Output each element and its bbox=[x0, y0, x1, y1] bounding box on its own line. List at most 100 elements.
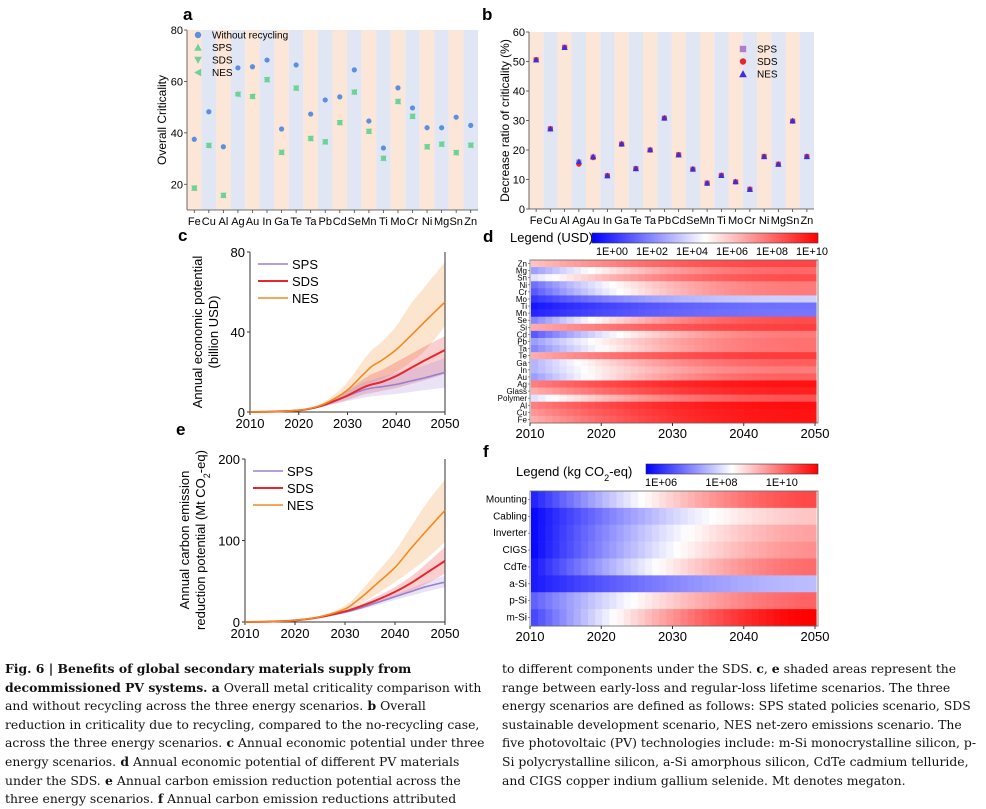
heatmap-cell bbox=[616, 394, 625, 403]
heatmap-cell bbox=[566, 609, 575, 627]
heatmap-cell bbox=[602, 288, 610, 296]
panel-a-criticality-chart: aFe Cu Al Ag Au In Ga Te Ta Pb Cd Se Mn Ti Mo Cr Ni Mg Sn Z… bbox=[155, 5, 478, 228]
heatmap-cell bbox=[595, 524, 603, 542]
x-tick-label: Ni bbox=[759, 215, 769, 227]
heatmap-cell bbox=[730, 337, 739, 346]
heatmap-cell bbox=[787, 359, 796, 367]
heatmap-row-cu bbox=[531, 408, 817, 417]
heatmap-cell bbox=[559, 491, 568, 509]
caption-text-4: Annual economic potential of different P… bbox=[5, 753, 460, 788]
heatmap-cell bbox=[573, 541, 582, 559]
category-band bbox=[543, 32, 558, 209]
heatmap-cell bbox=[538, 558, 546, 576]
heatmap-cell bbox=[545, 323, 553, 332]
heatmap-cell bbox=[766, 373, 774, 381]
heatmap-cell bbox=[552, 592, 561, 610]
heatmap-cell bbox=[609, 592, 618, 610]
heatmap-cell bbox=[602, 267, 610, 275]
heatmap-cell bbox=[737, 260, 746, 268]
heatmap-cell bbox=[531, 373, 539, 381]
heatmap-cell bbox=[759, 274, 767, 282]
heatmap-cell bbox=[573, 401, 582, 410]
heatmap-cell bbox=[580, 558, 589, 576]
heatmap-cell bbox=[744, 373, 753, 381]
heatmap-cell bbox=[545, 316, 553, 325]
heatmap-cell bbox=[730, 592, 739, 610]
heatmap-cell bbox=[545, 507, 553, 526]
heatmap-cell bbox=[652, 345, 660, 353]
row-label: Inverter bbox=[493, 528, 528, 539]
data-point-nes bbox=[234, 91, 241, 98]
heatmap-cell bbox=[694, 366, 703, 374]
heatmap-cell bbox=[737, 352, 746, 360]
caption-bold-5: e bbox=[100, 772, 113, 788]
heatmap-cell bbox=[702, 575, 710, 593]
heatmap-cell bbox=[744, 274, 753, 282]
heatmap-cell bbox=[787, 575, 796, 593]
heatmap-cell bbox=[573, 337, 582, 346]
heatmap-cell bbox=[645, 316, 653, 325]
heatmap-cell bbox=[616, 507, 625, 526]
heatmap-cell bbox=[623, 295, 632, 303]
heatmap-cell bbox=[737, 394, 746, 403]
colorbar-tick-label: 1E+08 bbox=[705, 477, 737, 489]
heatmap-cell bbox=[645, 288, 653, 296]
heatmap-cell bbox=[659, 609, 667, 627]
heatmap-cell bbox=[609, 345, 618, 353]
heatmap-cell bbox=[659, 408, 667, 417]
heatmap-cell bbox=[595, 323, 603, 332]
heatmap-cell bbox=[637, 302, 646, 310]
heatmap-cell bbox=[645, 260, 653, 268]
heatmap-cell bbox=[595, 302, 603, 310]
heatmap-cell bbox=[794, 267, 803, 275]
heatmap-cell bbox=[538, 408, 546, 417]
heatmap-cell bbox=[637, 260, 646, 268]
heatmap-cell bbox=[559, 330, 568, 339]
heatmap-cell bbox=[623, 401, 632, 410]
heatmap-cell bbox=[602, 401, 610, 410]
heatmap-cell bbox=[787, 295, 796, 303]
heatmap-cell bbox=[737, 558, 746, 576]
heatmap-cell bbox=[545, 415, 553, 424]
heatmap-cell bbox=[716, 373, 724, 381]
heatmap-cell bbox=[773, 274, 781, 282]
heatmap-cell bbox=[680, 558, 689, 576]
heatmap-cell bbox=[744, 267, 753, 275]
heatmap-cell bbox=[652, 288, 660, 296]
heatmap-cell bbox=[687, 558, 696, 576]
heatmap-cell bbox=[808, 387, 817, 395]
heatmap-cell bbox=[552, 316, 561, 325]
category-band bbox=[714, 32, 729, 209]
heatmap-cell bbox=[744, 575, 753, 593]
heatmap-cell bbox=[545, 373, 553, 381]
category-band bbox=[614, 32, 629, 209]
heatmap-cell bbox=[709, 575, 717, 593]
heatmap-cell bbox=[730, 558, 739, 576]
heatmap-cell bbox=[637, 575, 646, 593]
heatmap-cell bbox=[531, 302, 539, 310]
legend-marker-nes bbox=[739, 70, 747, 78]
heatmap-cell bbox=[609, 274, 618, 282]
heatmap-cell bbox=[709, 295, 717, 303]
heatmap-cell bbox=[573, 524, 582, 542]
data-point-nes bbox=[632, 165, 639, 172]
heatmap-cell bbox=[566, 592, 575, 610]
heatmap-cell bbox=[666, 345, 675, 353]
data-point-nes bbox=[689, 165, 696, 172]
heatmap-cell bbox=[559, 408, 568, 417]
heatmap-cell bbox=[580, 541, 589, 559]
heatmap-cell bbox=[580, 281, 589, 289]
heatmap-cell bbox=[766, 575, 774, 593]
heatmap-cell bbox=[616, 295, 625, 303]
heatmap-cell bbox=[694, 352, 703, 360]
x-tick-label: Zn bbox=[800, 215, 813, 227]
heatmap-cell bbox=[531, 415, 539, 424]
heatmap-cell bbox=[552, 267, 561, 275]
heatmap-cell bbox=[573, 415, 582, 424]
heatmap-cell bbox=[566, 295, 575, 303]
heatmap-cell bbox=[623, 380, 632, 388]
heatmap-cell bbox=[801, 415, 810, 424]
heatmap-cell bbox=[666, 288, 675, 296]
heatmap-cell bbox=[538, 380, 546, 388]
heatmap-cell bbox=[680, 415, 689, 424]
